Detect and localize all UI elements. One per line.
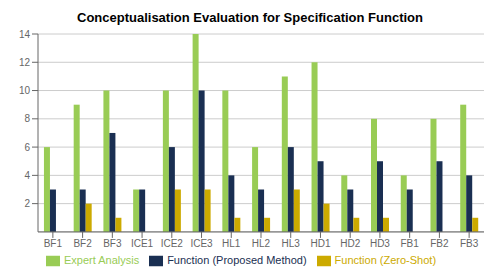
svg-text:HL2: HL2 [252,238,271,249]
svg-text:BF3: BF3 [103,238,122,249]
svg-text:HL1: HL1 [222,238,241,249]
svg-text:HD1: HD1 [310,238,330,249]
svg-text:6: 6 [24,142,30,153]
svg-text:HD2: HD2 [340,238,360,249]
svg-text:BF1: BF1 [44,238,63,249]
svg-text:8: 8 [24,113,30,124]
svg-text:HL3: HL3 [282,238,301,249]
svg-text:ICE1: ICE1 [131,238,154,249]
svg-text:2: 2 [24,198,30,209]
svg-text:ICE3: ICE3 [190,238,213,249]
svg-text:ICE2: ICE2 [161,238,184,249]
svg-text:14: 14 [19,29,31,40]
html-text:Conceptualisation Evaluation f: Conceptualisation Evaluation for Specifi… [77,10,423,25]
svg-text:FB3: FB3 [460,238,479,249]
html-text:Function (Zero-Shot): Function (Zero-Shot) [334,253,436,266]
svg-text:12: 12 [19,57,31,68]
svg-text:FB1: FB1 [400,238,419,249]
svg-text:FB2: FB2 [430,238,449,249]
svg-text:HD3: HD3 [370,238,390,249]
html-text:Expert Analysis: Expert Analysis [63,253,140,266]
svg-text:4: 4 [24,170,30,181]
svg-text:BF2: BF2 [73,238,92,249]
svg-text:10: 10 [19,85,31,96]
html-text:Function (Proposed Method): Function (Proposed Method) [167,253,307,266]
